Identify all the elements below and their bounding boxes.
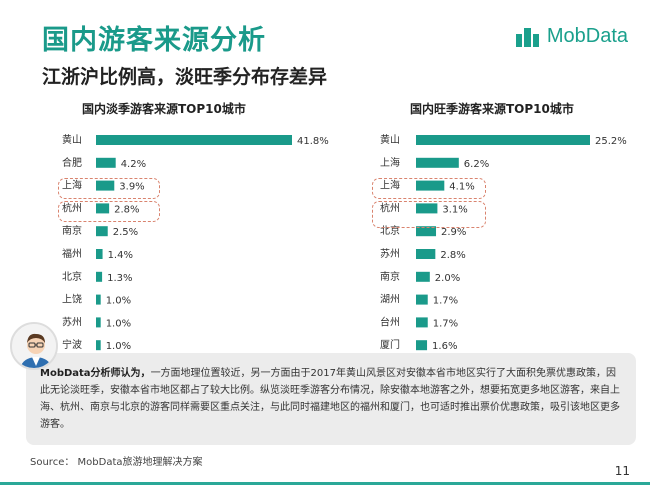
- bar: [96, 180, 115, 191]
- footer-divider: [0, 482, 650, 485]
- value-label: 1.0%: [106, 318, 131, 329]
- category-label: 黄山: [62, 133, 82, 146]
- analyst-note: MobData分析师认为，一方面地理位置较近，另一方面由于2017年黄山风景区对…: [26, 353, 636, 445]
- value-label: 3.9%: [119, 182, 144, 193]
- bar: [96, 294, 101, 305]
- category-label: 福州: [62, 247, 82, 260]
- page-title: 国内游客来源分析: [42, 25, 266, 56]
- value-label: 1.7%: [433, 318, 458, 329]
- source-citation: Source： MobData旅游地理解决方案: [30, 457, 203, 468]
- bar: [96, 249, 103, 259]
- value-label: 3.1%: [442, 204, 467, 215]
- bar: [416, 271, 430, 282]
- value-label: 1.6%: [432, 341, 457, 352]
- highlight-box-hangzhou-right: [372, 201, 486, 228]
- value-label: 1.0%: [106, 296, 131, 307]
- value-label: 1.0%: [106, 341, 131, 352]
- category-label: 杭州: [380, 201, 400, 214]
- category-label: 南京: [62, 224, 82, 237]
- value-label: 4.1%: [449, 182, 474, 193]
- analyst-avatar: [10, 322, 58, 370]
- value-label: 2.5%: [113, 227, 138, 238]
- highlight-box-hangzhou-left: [58, 201, 160, 222]
- category-label: 上饶: [62, 293, 82, 306]
- category-label: 厦门: [380, 338, 400, 351]
- bar: [96, 317, 101, 328]
- category-label: 湖州: [380, 294, 400, 306]
- category-label: 苏州: [380, 247, 400, 260]
- value-label: 6.2%: [464, 159, 489, 170]
- bar: [416, 203, 438, 214]
- category-label: 宁波: [62, 338, 82, 351]
- value-label: 1.4%: [108, 250, 133, 261]
- value-label: 1.7%: [433, 296, 458, 307]
- category-label: 上海: [380, 179, 400, 192]
- category-label: 上海: [62, 179, 82, 192]
- analyst-note-text: 一方面地理位置较近，另一方面由于2017年黄山风景区对安徽本省市地区实行了大面积…: [40, 368, 620, 430]
- bar: [416, 294, 428, 305]
- analyst-note-lead: MobData分析师认为，: [40, 368, 151, 379]
- brand-logo: MobData: [515, 24, 628, 48]
- bar: [96, 340, 101, 351]
- bar: [416, 317, 428, 328]
- chart-title-peak-season: 国内旺季游客来源TOP10城市: [410, 102, 574, 116]
- peak-season-bar-chart: 黄山 25.2%上海 6.2%上海 4.1%杭州 3.1%北京 2.9%苏州 2.8%南京 2…: [380, 133, 627, 352]
- bar: [416, 157, 459, 168]
- category-label: 上海: [380, 156, 400, 169]
- category-label: 合肥: [62, 156, 82, 169]
- bar: [96, 157, 116, 168]
- category-label: 黄山: [380, 133, 400, 146]
- value-label: 2.8%: [440, 250, 465, 261]
- value-label: 4.2%: [121, 159, 146, 170]
- off-season-bar-chart: 黄山 41.8% 合肥 4.2% 上海 3.9% 杭州 2.8% 南京 2.5% 福州 1.4% 北京 1…: [62, 133, 329, 352]
- highlight-box-shanghai-left: [58, 178, 160, 199]
- category-label: 南京: [380, 270, 400, 283]
- mobdata-logo-icon: [515, 28, 539, 47]
- bar: [416, 180, 445, 191]
- value-label: 41.8%: [297, 136, 329, 147]
- bar: [416, 249, 436, 259]
- category-label: 杭州: [62, 201, 82, 214]
- highlight-box-shanghai-right: [372, 178, 486, 199]
- chart-title-off-season: 国内淡季游客来源TOP10城市: [82, 102, 246, 116]
- bar: [96, 203, 110, 214]
- bar: [416, 340, 428, 351]
- brand-name: MobData: [546, 24, 628, 47]
- person-avatar-icon: [12, 324, 56, 368]
- bar: [416, 135, 590, 145]
- page-number: 11: [614, 464, 630, 478]
- value-label: 25.2%: [595, 136, 627, 147]
- bar: [96, 226, 108, 237]
- value-label: 1.3%: [107, 273, 132, 284]
- value-label: 2.8%: [114, 204, 139, 215]
- page-subtitle: 江浙沪比例高，淡旺季分布存差异: [42, 66, 328, 88]
- value-label: 2.9%: [441, 227, 466, 238]
- bar: [416, 226, 437, 237]
- category-label: 台州: [380, 315, 400, 328]
- category-label: 苏州: [62, 315, 82, 328]
- bar: [96, 271, 103, 282]
- bar: [96, 135, 292, 145]
- value-label: 2.0%: [435, 273, 460, 284]
- category-label: 北京: [62, 270, 82, 283]
